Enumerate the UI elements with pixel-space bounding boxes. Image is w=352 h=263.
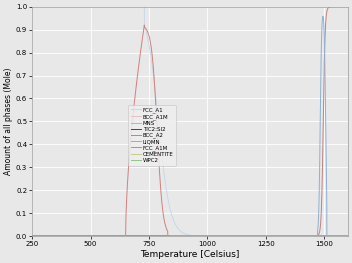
FCC_A1M xyxy=(184,235,189,238)
WPC2 xyxy=(30,235,34,238)
LIQMN xyxy=(321,15,325,18)
FCC_A1M xyxy=(92,235,96,238)
TIC2:SI2 xyxy=(168,235,172,238)
BCC_A1M xyxy=(346,235,350,238)
Legend: FCC_A1, BCC_A1M, MNS, TIC2:SI2, BCC_A2, LIQMN, FCC_A1M, CEMENTITE, WPC2: FCC_A1, BCC_A1M, MNS, TIC2:SI2, BCC_A2, … xyxy=(128,105,176,166)
MNS xyxy=(31,234,36,237)
CEMENTITE xyxy=(30,235,34,238)
BCC_A1M xyxy=(31,235,36,238)
BCC_A2 xyxy=(184,235,189,238)
FCC_A1 xyxy=(184,233,189,236)
CEMENTITE xyxy=(184,235,189,238)
FCC_A1M xyxy=(43,235,47,238)
WPC2 xyxy=(31,235,36,238)
FCC_A1M xyxy=(49,235,53,238)
FCC_A1 xyxy=(329,235,333,238)
FCC_A1 xyxy=(92,5,96,8)
WPC2 xyxy=(43,235,47,238)
FCC_A1M xyxy=(142,23,146,27)
FCC_A1M xyxy=(31,235,36,238)
BCC_A1M xyxy=(92,235,96,238)
FCC_A1 xyxy=(31,5,36,8)
X-axis label: Temperature [Celsius]: Temperature [Celsius] xyxy=(140,250,240,259)
FCC_A1M xyxy=(329,235,333,238)
LIQMN xyxy=(30,235,34,238)
WPC2 xyxy=(92,235,96,238)
CEMENTITE xyxy=(49,235,53,238)
BCC_A2 xyxy=(43,235,47,238)
TIC2:SI2 xyxy=(184,235,189,238)
FCC_A1 xyxy=(30,5,34,8)
BCC_A1M xyxy=(30,235,34,238)
BCC_A2 xyxy=(49,235,53,238)
CEMENTITE xyxy=(43,235,47,238)
CEMENTITE xyxy=(31,235,36,238)
TIC2:SI2 xyxy=(92,234,96,237)
MNS xyxy=(43,234,47,237)
WPC2 xyxy=(329,235,333,238)
BCC_A2 xyxy=(346,5,350,8)
WPC2 xyxy=(346,235,350,238)
FCC_A1M xyxy=(346,235,350,238)
FCC_A1M xyxy=(30,235,34,238)
Line: FCC_A1M: FCC_A1M xyxy=(32,25,348,236)
BCC_A1M xyxy=(329,235,333,238)
LIQMN xyxy=(346,235,350,238)
FCC_A1 xyxy=(49,5,53,8)
BCC_A1M xyxy=(184,235,189,238)
Line: BCC_A2: BCC_A2 xyxy=(32,7,348,236)
TIC2:SI2 xyxy=(49,234,53,237)
TIC2:SI2 xyxy=(43,234,47,237)
BCC_A2 xyxy=(92,235,96,238)
MNS xyxy=(92,234,96,237)
TIC2:SI2 xyxy=(30,234,34,237)
CEMENTITE xyxy=(329,235,333,238)
MNS xyxy=(30,234,34,237)
LIQMN xyxy=(329,235,333,238)
TIC2:SI2 xyxy=(346,235,350,238)
FCC_A1 xyxy=(43,5,47,8)
FCC_A1 xyxy=(346,235,350,238)
Y-axis label: Amount of all phases (Mole): Amount of all phases (Mole) xyxy=(4,68,13,175)
WPC2 xyxy=(49,235,53,238)
LIQMN xyxy=(92,235,96,238)
LIQMN xyxy=(49,235,53,238)
Line: LIQMN: LIQMN xyxy=(32,16,348,236)
TIC2:SI2 xyxy=(329,235,333,238)
TIC2:SI2 xyxy=(31,234,36,237)
LIQMN xyxy=(31,235,36,238)
BCC_A1M xyxy=(49,235,53,238)
BCC_A2 xyxy=(30,235,34,238)
CEMENTITE xyxy=(92,235,96,238)
Line: FCC_A1: FCC_A1 xyxy=(32,7,348,236)
MNS xyxy=(49,234,53,237)
BCC_A2 xyxy=(31,235,36,238)
BCC_A1M xyxy=(43,235,47,238)
MNS xyxy=(346,234,350,237)
MNS xyxy=(184,234,189,237)
CEMENTITE xyxy=(346,235,350,238)
LIQMN xyxy=(184,235,189,238)
WPC2 xyxy=(184,235,189,238)
LIQMN xyxy=(43,235,47,238)
MNS xyxy=(329,234,333,237)
BCC_A2 xyxy=(329,5,333,8)
